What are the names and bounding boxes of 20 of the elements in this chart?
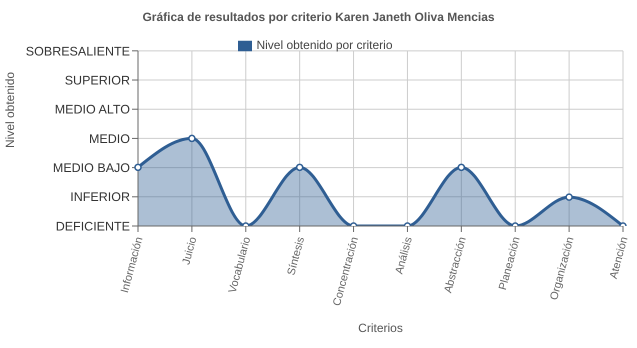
- point: [296, 164, 304, 172]
- x-axis-title: Criterios: [358, 321, 403, 335]
- category-label: MEDIO BAJO: [52, 161, 130, 176]
- point: [134, 164, 142, 172]
- point: [565, 193, 573, 201]
- category-label: SOBRESALIENTE: [26, 44, 130, 58]
- x-tick-label: Síntesis: [285, 235, 308, 277]
- text: Nivel obtenido: [3, 72, 17, 148]
- x-tick-label: Juicio: [180, 236, 200, 266]
- category-label: SUPERIOR: [64, 73, 130, 88]
- point: [188, 134, 196, 142]
- category-label: MEDIO ALTO: [54, 102, 130, 117]
- legend-label: Nivel obtenido por criterio: [256, 38, 393, 52]
- x-tick-label: Análisis: [393, 235, 416, 276]
- point: [458, 164, 466, 172]
- x-tick-label: Atención: [608, 236, 630, 280]
- chart-title: Gráfica de resultados por criterio Karen Janeth Oliva Mencias: [141, 10, 496, 24]
- category-label: INFERIOR: [70, 190, 130, 204]
- category-label: DEFICIENTE: [56, 219, 130, 234]
- category-label: MEDIO: [89, 132, 130, 146]
